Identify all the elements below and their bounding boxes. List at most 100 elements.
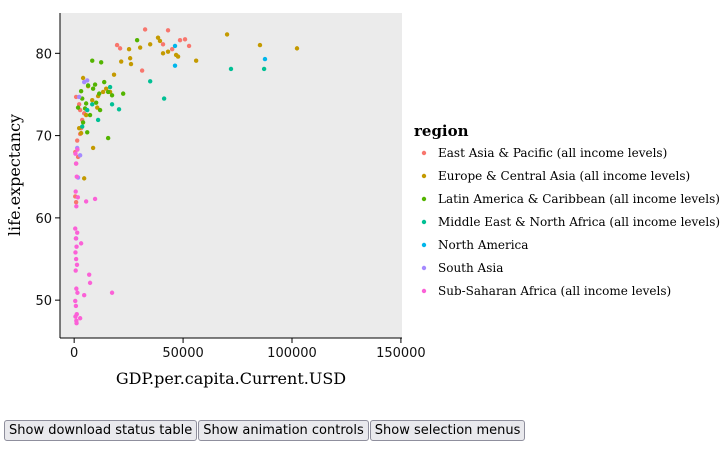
y-tick-label: 70 <box>35 130 52 145</box>
toggle-button[interactable]: Show download status table <box>4 420 198 441</box>
point <box>90 86 96 91</box>
y-tick-label: 80 <box>35 47 52 62</box>
chart: GDP.per.capita.Current.USD life.expectan… <box>5 13 720 388</box>
point <box>161 96 167 101</box>
point <box>147 42 153 47</box>
point <box>90 145 96 151</box>
point <box>75 230 80 235</box>
point <box>147 79 153 84</box>
point <box>85 107 90 113</box>
legend-label: Europe & Central Asia (all income levels… <box>438 169 690 183</box>
point <box>73 161 79 166</box>
point <box>261 66 267 72</box>
point <box>172 63 178 68</box>
point <box>186 43 192 49</box>
legend-marker <box>421 150 427 156</box>
point <box>160 51 166 56</box>
point <box>74 311 79 317</box>
point <box>74 262 80 267</box>
point <box>92 196 98 202</box>
point <box>78 130 84 136</box>
legend-marker <box>421 288 427 294</box>
x-axis-title: GDP.per.capita.Current.USD <box>116 369 346 388</box>
point <box>74 244 79 249</box>
point <box>74 286 79 291</box>
point <box>142 27 148 32</box>
point <box>78 241 84 246</box>
legend-label: Sub-Saharan Africa (all income levels) <box>438 284 671 298</box>
point <box>73 236 79 241</box>
point <box>126 47 132 52</box>
point <box>87 280 93 286</box>
point <box>75 147 80 152</box>
point <box>80 75 86 81</box>
point <box>100 89 106 95</box>
point <box>73 303 79 309</box>
point <box>75 105 81 110</box>
point <box>160 42 166 47</box>
point <box>165 28 171 33</box>
point <box>103 86 109 91</box>
point <box>134 37 140 43</box>
legend-label: Middle East & North Africa (all income l… <box>438 215 720 229</box>
point <box>165 49 171 54</box>
legend-marker <box>421 173 427 179</box>
point <box>117 46 123 51</box>
point <box>90 102 95 107</box>
point <box>97 91 102 96</box>
point <box>224 32 230 37</box>
point <box>228 66 234 72</box>
point <box>74 204 79 209</box>
point <box>127 56 133 61</box>
point <box>74 320 79 326</box>
point <box>87 112 93 118</box>
x-tick-label: 50000 <box>162 346 203 361</box>
point <box>169 47 175 52</box>
x-tick-label: 100000 <box>267 346 317 361</box>
point <box>73 94 79 100</box>
point <box>77 153 83 158</box>
y-tick-label: 50 <box>35 294 52 309</box>
point <box>105 135 111 141</box>
point <box>76 94 82 100</box>
point <box>73 189 78 194</box>
legend-label: North America <box>438 238 528 252</box>
point <box>294 46 300 51</box>
point <box>137 45 143 50</box>
point <box>257 42 263 48</box>
point <box>90 98 95 103</box>
point <box>83 199 89 204</box>
legend-marker <box>421 219 427 225</box>
toggle-button[interactable]: Show selection menus <box>369 420 526 441</box>
point <box>114 42 120 48</box>
legend-label: East Asia & Pacific (all income levels) <box>438 146 667 160</box>
point <box>86 272 92 277</box>
point <box>80 120 86 125</box>
point <box>111 72 117 77</box>
point <box>73 298 78 304</box>
point <box>73 250 78 255</box>
point <box>175 54 181 59</box>
legend-marker <box>421 242 427 248</box>
legend-label: South Asia <box>438 261 503 275</box>
button-bar: Show download status table Show animation… <box>4 420 526 441</box>
y-axis-title: life.expectancy <box>5 114 24 236</box>
point <box>90 58 95 63</box>
toggle-button[interactable]: Show animation controls <box>198 420 369 441</box>
point <box>120 91 126 96</box>
point <box>105 89 111 95</box>
legend-marker <box>421 265 427 271</box>
point <box>83 101 89 106</box>
point <box>73 256 79 262</box>
point <box>74 174 79 179</box>
legend-label: Latin America & Caribbean (all income le… <box>438 192 720 206</box>
point <box>73 226 78 231</box>
point <box>75 195 81 200</box>
point <box>95 117 101 123</box>
point <box>75 138 80 143</box>
point <box>116 107 122 112</box>
point <box>78 88 84 94</box>
point <box>85 83 91 88</box>
point <box>73 200 79 205</box>
